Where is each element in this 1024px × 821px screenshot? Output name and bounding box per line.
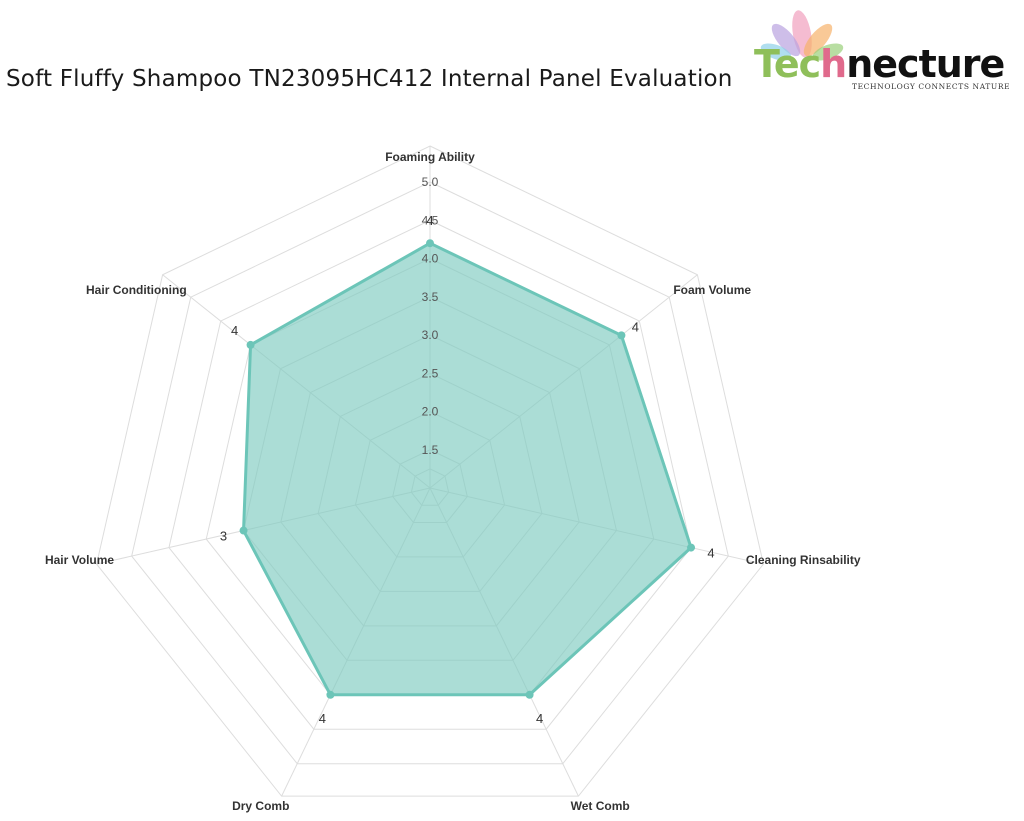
data-point [246, 340, 255, 349]
data-point [326, 690, 335, 699]
data-point [426, 239, 434, 248]
logo-tagline: TECHNOLOGY CONNECTS NATURE [852, 82, 1011, 91]
axis-label: Dry Comb [232, 799, 289, 813]
tick-label: 2.0 [422, 405, 439, 419]
tick-label: 3.0 [422, 328, 439, 342]
leaf-logo-icon [760, 10, 844, 61]
grid-ring [131, 181, 729, 765]
data-area [242, 241, 693, 697]
data-point [617, 331, 626, 340]
data-point [239, 526, 248, 535]
tick-label: 3.5 [422, 290, 439, 304]
value-label: 4 [319, 711, 326, 726]
tick-label: 4.0 [422, 252, 439, 266]
grid-ring-outer [96, 145, 764, 797]
value-label: 4 [632, 319, 639, 334]
value-label: 4 [426, 213, 433, 228]
axis-label: Hair Conditioning [86, 283, 187, 297]
tick-label: 5.0 [422, 175, 439, 189]
chart-title: Soft Fluffy Shampoo TN23095HC412 Interna… [6, 66, 733, 92]
logo-wordmark: Technecture [754, 42, 1005, 86]
grid-ring [168, 219, 692, 730]
value-label: 4 [231, 323, 238, 338]
radar-labels: 1.5 2.0 2.5 3.0 3.5 4.0 4.5 5.0 4 4 4 4 4 3 4 Foaming A… [45, 150, 861, 813]
value-label: 3 [220, 529, 227, 544]
technecture-logo: Technecture TECHNOLOGY CONNECTS NATURE [752, 4, 1010, 94]
tick-label: 4.5 [422, 213, 439, 227]
data-point [525, 690, 534, 699]
tick-label: 1.5 [422, 443, 439, 457]
value-label: 4 [536, 711, 543, 726]
data-point [687, 543, 696, 552]
axis-label: Cleaning Rinsability [746, 553, 861, 567]
radar-data [239, 239, 696, 699]
tick-label: 2.5 [422, 366, 439, 380]
axis-label: Wet Comb [571, 799, 630, 813]
axis-label: Hair Volume [45, 553, 114, 567]
axis-label: Foam Volume [673, 283, 751, 297]
axis-label: Foaming Ability [385, 150, 475, 164]
value-label: 4 [707, 546, 714, 561]
